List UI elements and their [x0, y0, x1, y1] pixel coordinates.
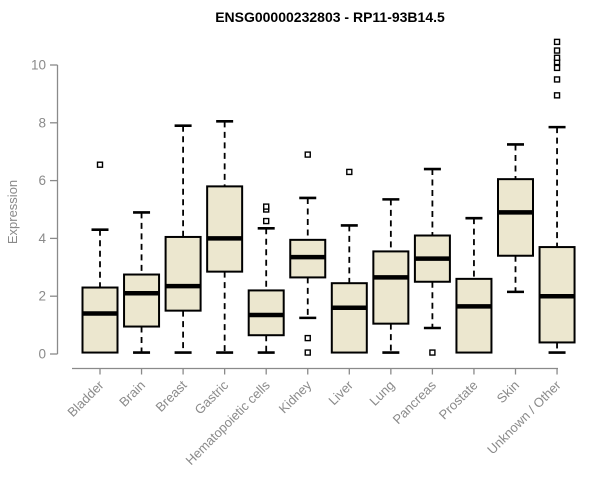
- x-tick-label-lung: Lung: [366, 378, 397, 409]
- outlier-point: [263, 217, 270, 225]
- x-tick-label-liver: Liver: [325, 377, 356, 408]
- box-hematopoietic-cells: [247, 203, 285, 354]
- y-tick-label: 6: [38, 173, 46, 188]
- box-unknown-other: [538, 38, 576, 354]
- x-tick-label-kidney: Kidney: [276, 377, 315, 416]
- x-tick-label-skin: Skin: [494, 378, 522, 406]
- y-tick-label: 2: [38, 289, 46, 304]
- iqr-box: [81, 286, 119, 354]
- outlier-point: [346, 168, 353, 176]
- x-tick-label-unknown-other: Unknown / Other: [484, 377, 564, 457]
- box-brain: [123, 211, 161, 354]
- y-tick-label: 0: [38, 347, 46, 362]
- x-tick-label-pancreas: Pancreas: [390, 377, 440, 427]
- x-tick-label-gastric: Gastric: [192, 377, 232, 417]
- outlier-point: [304, 349, 311, 356]
- x-tick-label-brain: Brain: [116, 378, 148, 410]
- outlier-point: [553, 47, 561, 54]
- box-skin: [497, 143, 534, 294]
- outlier-point: [553, 54, 561, 61]
- x-tick-label-prostate: Prostate: [436, 378, 481, 423]
- x-tick-label-bladder: Bladder: [64, 377, 107, 420]
- outlier-point: [304, 334, 311, 342]
- y-tick-label: 4: [38, 231, 46, 246]
- iqr-box: [497, 178, 534, 257]
- box-pancreas: [413, 167, 451, 356]
- outlier-point: [553, 64, 561, 72]
- box-breast: [164, 124, 202, 354]
- y-tick-label: 10: [31, 58, 46, 73]
- outlier-point: [96, 161, 104, 168]
- chart-title: ENSG00000232803 - RP11-93B14.5: [215, 9, 445, 25]
- box-kidney: [289, 151, 327, 356]
- iqr-box: [372, 250, 410, 325]
- x-tick-label-breast: Breast: [153, 377, 190, 414]
- outlier-point: [263, 203, 270, 210]
- iqr-box: [206, 185, 244, 273]
- outlier-point: [553, 38, 561, 46]
- y-axis: 0 2 4 6 8 10: [31, 58, 59, 362]
- y-tick-label: 8: [38, 115, 46, 130]
- box-bladder: [81, 161, 119, 354]
- iqr-box: [455, 277, 493, 354]
- iqr-box: [123, 273, 161, 328]
- box-gastric: [206, 120, 244, 354]
- box-prostate: [455, 216, 493, 354]
- iqr-box: [330, 282, 368, 354]
- outlier-point: [553, 76, 561, 83]
- outlier-point: [429, 349, 436, 356]
- box-lung: [372, 198, 410, 354]
- box-liver: [330, 168, 368, 354]
- iqr-box: [164, 235, 202, 312]
- outlier-point: [553, 92, 561, 99]
- y-axis-label: Expression: [5, 180, 20, 244]
- outlier-point: [304, 151, 311, 158]
